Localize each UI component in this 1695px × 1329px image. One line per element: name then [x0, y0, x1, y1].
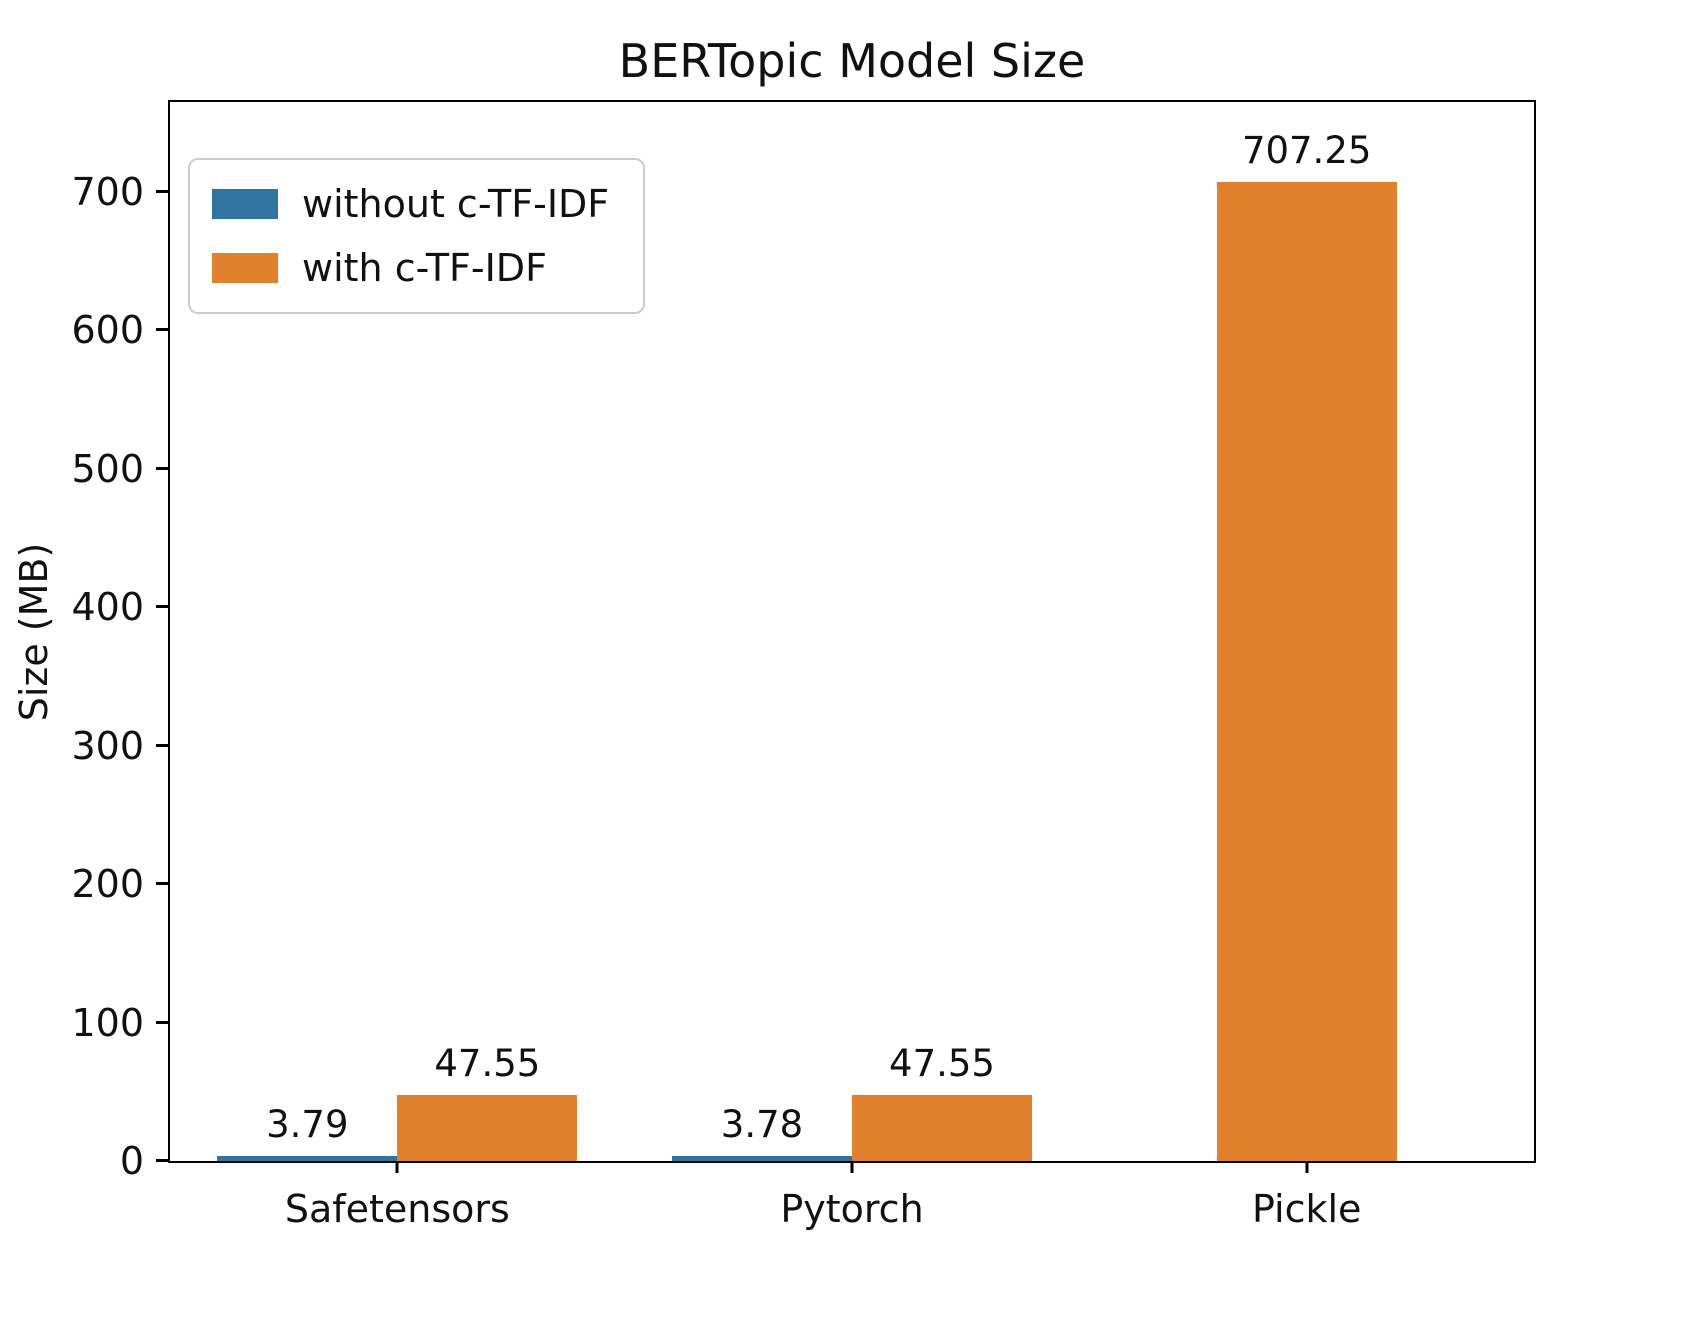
y-tick-label: 500 — [71, 446, 144, 491]
bar-value-label: 47.55 — [434, 1042, 541, 1086]
bar-series1-pytorch: 47.55 — [852, 1042, 1032, 1161]
legend-item-with-ctfidf: with c-TF-IDF — [212, 246, 609, 290]
y-tick-mark — [156, 743, 168, 747]
bar-series0-safetensors: 3.79 — [217, 1103, 398, 1161]
y-tick-label: 300 — [71, 723, 144, 768]
y-tick-label: 700 — [71, 169, 144, 214]
bar-value-label: 3.78 — [720, 1102, 804, 1146]
bars-container: 3.79 47.55 3.78 47.55 707.25 — [170, 102, 1534, 1161]
chart-title: BERTopic Model Size — [618, 34, 1086, 88]
y-tick-mark — [156, 328, 168, 332]
y-tick-mark — [156, 605, 168, 609]
y-tick-mark — [156, 466, 168, 470]
y-axis-label: Size (MB) — [12, 542, 56, 722]
legend-label-without-ctfidf: without c-TF-IDF — [302, 182, 610, 226]
y-tick-label: 0 — [119, 1139, 144, 1183]
y-tick-mark — [156, 189, 168, 193]
legend-swatch-with-ctfidf — [212, 253, 278, 283]
bar-series1-safetensors: 47.55 — [397, 1042, 578, 1161]
legend-item-without-ctfidf: without c-TF-IDF — [212, 182, 609, 226]
y-tick-mark — [156, 1159, 168, 1162]
y-tick-mark — [156, 1020, 168, 1024]
plot-area: 3.79 47.55 3.78 47.55 707.25 0 100 200 300 400 50… — [71, 100, 1536, 1231]
legend-swatch-without-ctfidf — [212, 189, 278, 219]
bar-value-label: 707.25 — [1241, 128, 1372, 172]
bar-series0-pytorch: 3.78 — [672, 1103, 852, 1161]
bar-group-pytorch: 3.78 47.55 — [625, 102, 1080, 1161]
x-tick-mark — [1305, 1161, 1309, 1173]
bar-value-label: 47.55 — [889, 1042, 995, 1086]
y-tick-mark — [156, 882, 168, 886]
y-tick-label: 200 — [71, 862, 144, 907]
bar-group-pickle: 707.25 — [1079, 102, 1534, 1161]
bar-series1-pickle: 707.25 — [1216, 129, 1397, 1161]
x-tick-label-safetensors: Safetensors — [284, 1187, 510, 1231]
legend-label-with-ctfidf: with c-TF-IDF — [302, 246, 547, 290]
y-tick-label: 100 — [71, 1000, 144, 1045]
x-tick-mark — [395, 1161, 399, 1173]
x-tick-mark — [850, 1161, 854, 1173]
bar-group-safetensors: 3.79 47.55 — [170, 102, 625, 1161]
x-tick-label-pytorch: Pytorch — [780, 1187, 924, 1231]
x-axis-labels: Safetensors Pytorch Pickle — [170, 1187, 1534, 1231]
legend: without c-TF-IDF with c-TF-IDF — [188, 158, 646, 314]
y-tick-label: 400 — [71, 585, 144, 630]
bar-value-label: 3.79 — [266, 1102, 349, 1146]
y-tick-label: 600 — [71, 308, 144, 353]
x-tick-label-pickle: Pickle — [1251, 1187, 1362, 1231]
